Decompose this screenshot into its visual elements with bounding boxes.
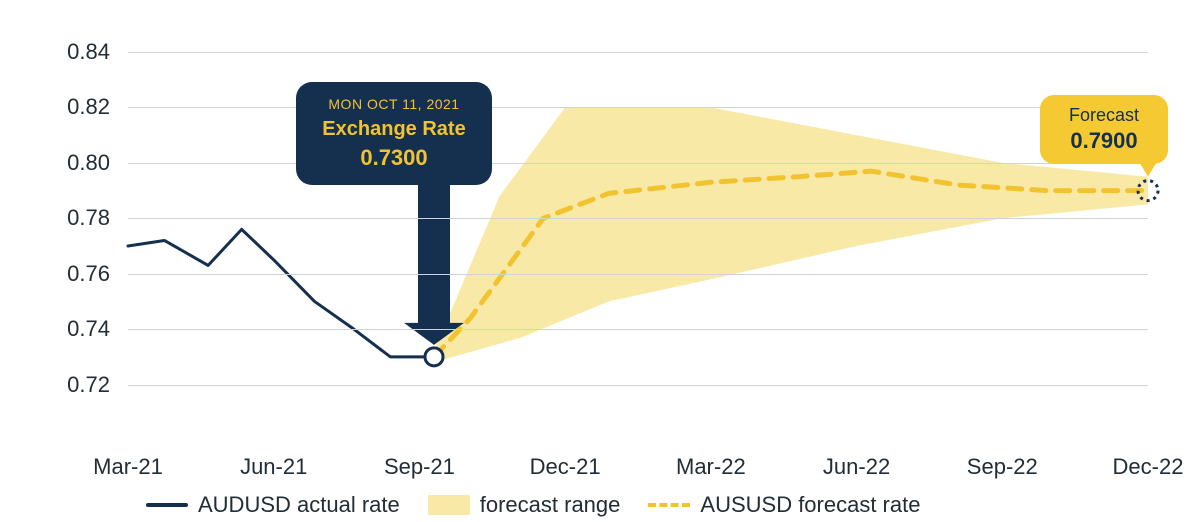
forecast-tooltip-label: Forecast: [1060, 105, 1148, 126]
current-point-marker: [425, 348, 443, 366]
x-tick-label: Mar-22: [651, 454, 771, 480]
forecast-tooltip: Forecast 0.7900: [1040, 95, 1168, 164]
tooltip-date: MON OCT 11, 2021: [318, 96, 470, 112]
y-tick-label: 0.78: [0, 205, 110, 231]
x-tick-label: Sep-22: [942, 454, 1062, 480]
x-tick-label: Dec-21: [505, 454, 625, 480]
x-tick-label: Jun-21: [214, 454, 334, 480]
legend-swatch-area-icon: [428, 495, 470, 515]
tooltip-value: 0.7300: [318, 145, 470, 171]
y-tick-label: 0.72: [0, 372, 110, 398]
x-tick-label: Mar-21: [68, 454, 188, 480]
exchange-rate-chart: 0.72 0.74 0.76 0.78 0.80 0.82 0.84 Mar-21 Jun-2…: [0, 0, 1196, 522]
y-tick-label: 0.80: [0, 150, 110, 176]
x-tick-label: Sep-21: [359, 454, 479, 480]
y-tick-label: 0.84: [0, 39, 110, 65]
legend-label: AUDUSD actual rate: [198, 492, 400, 518]
legend-item-range: forecast range: [428, 492, 621, 518]
legend-label: AUSUSD forecast rate: [700, 492, 920, 518]
legend-item-forecast: AUSUSD forecast rate: [648, 492, 920, 518]
x-tick-label: Jun-22: [797, 454, 917, 480]
chart-legend: AUDUSD actual rate forecast range AUSUSD…: [146, 492, 920, 518]
forecast-tooltip-value: 0.7900: [1060, 128, 1148, 154]
x-tick-label: Dec-22: [1088, 454, 1196, 480]
y-tick-label: 0.74: [0, 316, 110, 342]
y-tick-label: 0.82: [0, 94, 110, 120]
legend-item-actual: AUDUSD actual rate: [146, 492, 400, 518]
tooltip-label: Exchange Rate: [318, 118, 470, 141]
chart-svg: [0, 0, 1196, 522]
legend-swatch-dash-icon: [648, 503, 690, 507]
y-tick-label: 0.76: [0, 261, 110, 287]
legend-label: forecast range: [480, 492, 621, 518]
actual-rate-line: [128, 229, 434, 356]
current-rate-tooltip: MON OCT 11, 2021 Exchange Rate 0.7300: [296, 82, 492, 185]
legend-swatch-line-icon: [146, 503, 188, 507]
